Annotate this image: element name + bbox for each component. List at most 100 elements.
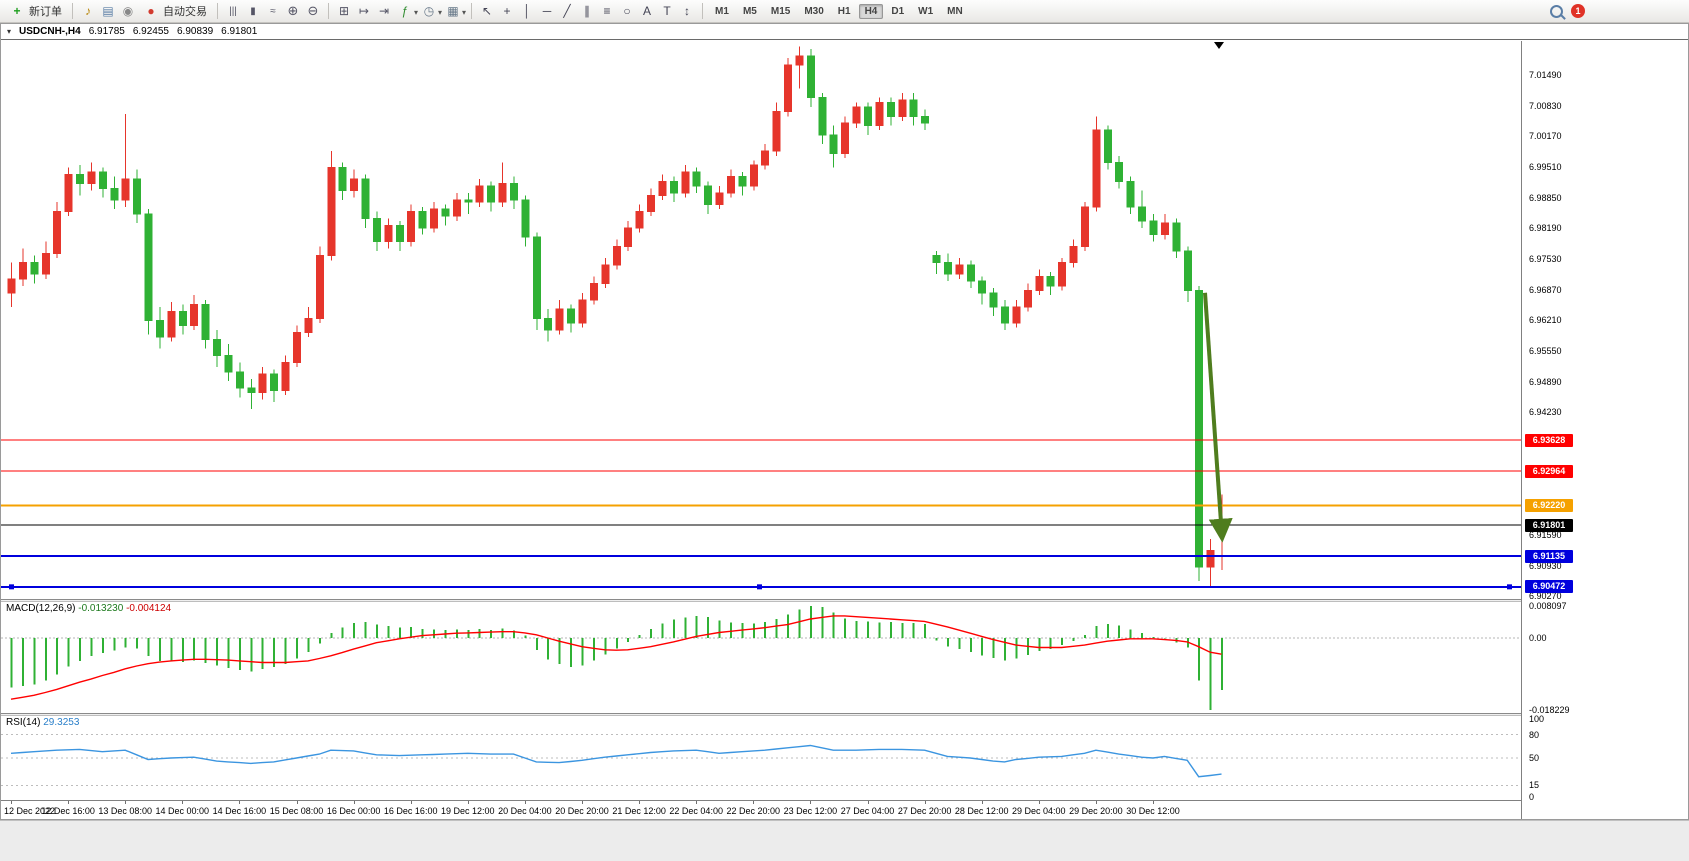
time-axis-tick <box>524 801 526 804</box>
toolbar-separator <box>328 3 329 19</box>
time-axis-label: 12 Dec 2022 <box>4 806 56 816</box>
time-axis-label: 20 Dec 04:00 <box>498 806 552 816</box>
tile-windows-icon[interactable]: ⊞ <box>338 4 350 18</box>
shapes-icon[interactable]: ○ <box>623 4 631 18</box>
text-icon[interactable]: A <box>643 4 652 18</box>
refresh-icon[interactable]: ◉ <box>122 4 134 18</box>
new-order-icon: + <box>13 4 21 18</box>
price-line-badge: 6.91135 <box>1525 549 1573 563</box>
timeframe-h4-button[interactable]: H4 <box>858 4 884 19</box>
price-axis[interactable]: 7.01490 7.00830 7.00170 6.99510 6.98850 6.981… <box>1521 41 1688 819</box>
rsi-panel-separator[interactable] <box>1 713 1688 716</box>
price-line-badge: 6.92220 <box>1525 499 1573 513</box>
candlestick-chart[interactable] <box>1 41 1521 599</box>
templates-icon-button[interactable]: ▦ ▾ <box>442 4 467 18</box>
time-axis-tick <box>924 801 926 804</box>
window-menu-icon[interactable]: ▾ <box>7 27 12 36</box>
time-axis-label: 19 Dec 12:00 <box>441 806 495 816</box>
alert-icon[interactable]: ♪ <box>85 4 91 18</box>
print-icon[interactable]: ▤ <box>102 4 114 18</box>
indicators-icon-button[interactable]: ƒ ▾ <box>394 4 418 18</box>
price-axis-label: 6.90270 <box>1529 591 1562 602</box>
time-axis-tick <box>296 801 298 804</box>
toolbar-zoom-icons: ⊕ ⊖ <box>283 3 323 19</box>
timeframe-m30-button[interactable]: M30 <box>804 6 824 17</box>
time-axis[interactable]: 12 Dec 2022 12 Dec 16:00 13 Dec 08:00 14 De… <box>1 800 1688 819</box>
time-axis-tick <box>867 801 869 804</box>
time-axis-tick <box>11 801 12 804</box>
price-axis-label: 6.97530 <box>1529 253 1562 264</box>
time-axis-tick <box>753 801 755 804</box>
time-axis-label: 30 Dec 12:00 <box>1126 806 1180 816</box>
line-chart-icon[interactable]: ≈ <box>270 5 276 17</box>
toolbar-drawing-tools: ↖ + │ ─ ╱ ∥ ≡ ○ A T ↕ <box>477 4 697 19</box>
time-axis-label: 14 Dec 00:00 <box>155 806 210 816</box>
search-icon[interactable] <box>1550 4 1563 18</box>
ohlc-high: 6.92455 <box>132 26 169 37</box>
price-axis-label: 6.95550 <box>1529 345 1562 356</box>
timeframe-m5-button[interactable]: M5 <box>742 6 757 17</box>
chart-shift-icon[interactable]: ⇥ <box>378 4 390 18</box>
auto-scroll-icon[interactable]: ↦ <box>358 4 370 18</box>
macd-axis-label: 0.008097 <box>1529 600 1567 611</box>
cursor-icon[interactable]: ↖ <box>482 4 493 18</box>
macd-axis-label: -0.018229 <box>1529 705 1570 715</box>
time-axis-label: 16 Dec 16:00 <box>383 806 438 816</box>
time-axis-tick <box>582 801 583 804</box>
timeframe-w1-button[interactable]: W1 <box>918 6 934 17</box>
horizontal-line-icon[interactable]: ─ <box>542 4 552 18</box>
toolbar-right: 1 <box>1550 4 1685 18</box>
vertical-line-icon[interactable]: │ <box>523 4 531 18</box>
timeframe-m15-button[interactable]: M15 <box>770 6 791 17</box>
timeframe-d1-button[interactable]: D1 <box>891 6 905 17</box>
plot-area: MACD(12,26,9) -0.013230 -0.004124 RSI(14… <box>1 41 1688 819</box>
zoom-out-icon[interactable]: ⊖ <box>307 3 319 18</box>
macd-chart[interactable] <box>1 602 1521 713</box>
macd-panel-separator[interactable] <box>1 599 1688 602</box>
timeframe-h1-button[interactable]: H1 <box>837 6 851 17</box>
label-icon[interactable]: T <box>663 4 671 18</box>
toolbar-separator <box>72 3 73 19</box>
periods-icon: ◷ <box>423 4 435 18</box>
time-axis-label: 23 Dec 12:00 <box>783 806 838 816</box>
channel-icon[interactable]: ∥ <box>584 4 591 18</box>
periods-icon-button[interactable]: ◷ ▾ <box>418 4 442 18</box>
price-axis-label: 7.00830 <box>1529 100 1562 111</box>
time-axis-label: 16 Dec 00:00 <box>326 806 381 816</box>
notification-badge[interactable]: 1 <box>1571 4 1585 18</box>
timeframe-m1-button[interactable]: M1 <box>715 6 729 17</box>
price-line-badge: 6.91801 <box>1525 518 1573 532</box>
auto-trading-label: 自动交易 <box>163 6 207 18</box>
zoom-in-icon[interactable]: ⊕ <box>287 3 299 18</box>
toolbar-window-icons: ⊞ ↦ ⇥ <box>334 4 394 19</box>
price-axis-label: 6.94230 <box>1529 407 1562 418</box>
time-axis-tick <box>696 801 698 804</box>
trendline-icon[interactable]: ╱ <box>563 4 571 18</box>
candlestick-chart-icon[interactable]: ▮ <box>250 5 256 17</box>
price-axis-label: 7.01490 <box>1529 69 1562 80</box>
time-axis-label: 22 Dec 04:00 <box>669 806 723 816</box>
timeframe-buttons: M1 M5 M15 M30 H1 H4 D1 W1 MN <box>708 4 970 19</box>
time-axis-tick <box>981 801 983 804</box>
auto-trading-button[interactable]: ● 自动交易 <box>138 1 212 21</box>
macd-label: MACD(12,26,9) -0.013230 -0.004124 <box>6 603 172 614</box>
time-axis-tick <box>810 801 812 804</box>
crosshair-icon[interactable]: + <box>503 4 511 18</box>
timeframe-mn-button[interactable]: MN <box>947 6 963 17</box>
fibonacci-icon[interactable]: ≡ <box>603 4 611 18</box>
price-axis-label: 6.94890 <box>1529 376 1562 387</box>
toolbar-separator <box>471 3 473 19</box>
time-axis-tick <box>1095 801 1097 804</box>
time-axis-label: 21 Dec 12:00 <box>612 806 666 816</box>
arrows-icon[interactable]: ↕ <box>684 4 691 18</box>
price-line-badge: 6.92964 <box>1525 464 1573 478</box>
toolbar-chart-mode-icons: ||| ▮ ≈ <box>223 4 283 19</box>
time-axis-label: 14 Dec 16:00 <box>212 806 267 816</box>
time-axis-label: 20 Dec 20:00 <box>555 806 609 816</box>
price-axis-label: 6.91590 <box>1529 529 1562 540</box>
dropdown-caret-icon: ▾ <box>462 8 467 17</box>
bar-chart-icon[interactable]: ||| <box>229 5 237 17</box>
rsi-chart[interactable] <box>1 716 1521 800</box>
rsi-axis-label: 0 <box>1529 791 1535 802</box>
new-order-button[interactable]: + 新订单 <box>4 1 67 21</box>
